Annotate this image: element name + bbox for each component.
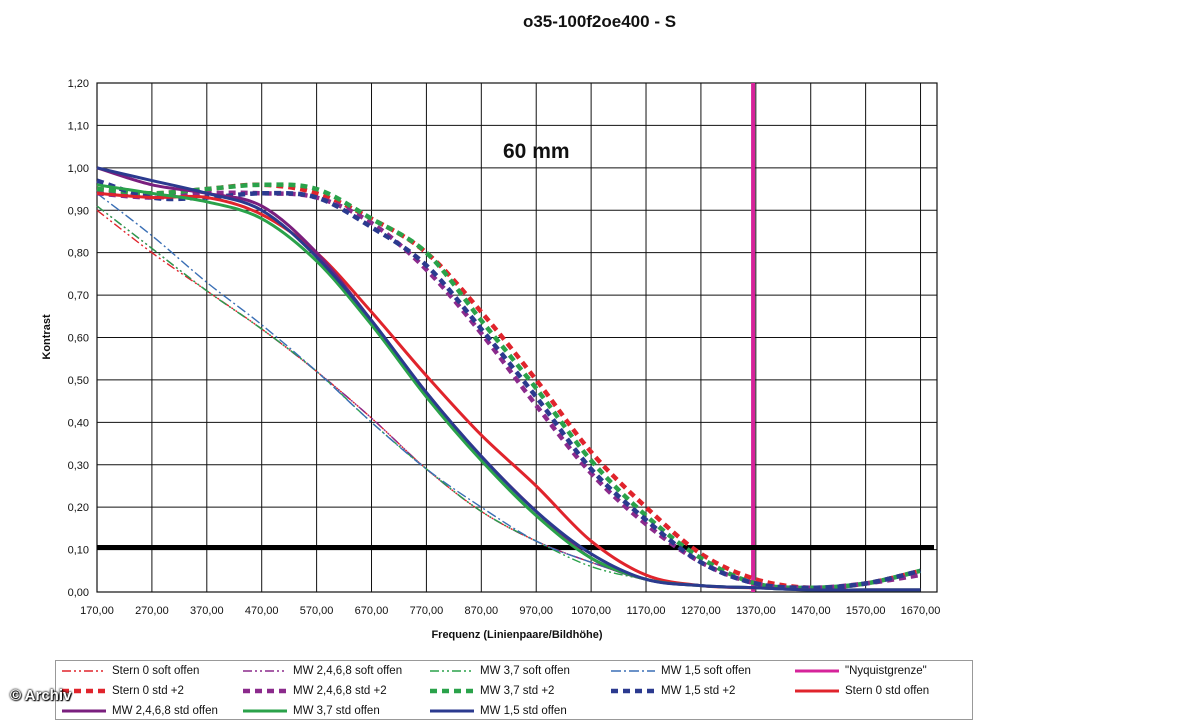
x-tick-label: 1070,00 (571, 605, 611, 617)
y-tick-label: 0,60 (68, 333, 89, 345)
x-tick-label: 470,00 (245, 605, 279, 617)
x-axis-label: Frequenz (Linienpaare/Bildhöhe) (431, 629, 602, 641)
copyright-watermark: © Archiv (10, 687, 72, 704)
x-tick-label: 570,00 (300, 605, 334, 617)
legend-swatch (243, 670, 287, 672)
x-tick-label: 1570,00 (846, 605, 886, 617)
y-tick-label: 0,00 (68, 587, 89, 599)
legend-item: MW 2,4,6,8 soft offen (241, 662, 402, 680)
legend-label: MW 3,7 std offen (293, 705, 380, 717)
legend-item: MW 3,7 soft offen (428, 662, 570, 680)
legend: Stern 0 soft offen MW 2,4,6,8 soft offen M… (55, 660, 973, 720)
legend-swatch (795, 689, 839, 693)
legend-item: Stern 0 std +2 (60, 682, 184, 700)
grid (96, 82, 938, 593)
y-tick-label: 0,90 (68, 205, 89, 217)
legend-swatch (243, 688, 287, 694)
y-tick-label: 0,50 (68, 375, 89, 387)
y-tick-label: 0,70 (68, 290, 89, 302)
legend-swatch (430, 670, 474, 672)
chart-title: o35-100f2oe400 - S (522, 12, 677, 31)
reference-lines (97, 83, 934, 592)
series-line-12 (96, 166, 921, 592)
x-tick-label: 270,00 (135, 605, 169, 617)
legend-label: Stern 0 std offen (845, 685, 930, 697)
legend-swatch (430, 688, 474, 694)
y-tick-label: 1,20 (68, 78, 89, 90)
y-tick-label: 0,10 (68, 545, 89, 557)
x-tick-label: 1670,00 (901, 605, 941, 617)
y-tick-label: 0,80 (68, 248, 89, 260)
legend-item: MW 3,7 std +2 (428, 682, 554, 700)
x-tick-label: 970,00 (519, 605, 553, 617)
legend-swatch (430, 709, 474, 713)
y-tick-label: 1,10 (68, 120, 89, 132)
y-axis-label: Kontrast (41, 314, 53, 360)
x-tick-label: 1470,00 (791, 605, 831, 617)
legend-item: "Nyquistgrenze" (793, 662, 927, 680)
x-tick-label: 1370,00 (736, 605, 776, 617)
series-lines (96, 166, 922, 592)
series-line-7 (96, 182, 922, 591)
legend-item: MW 1,5 soft offen (609, 662, 751, 680)
y-tick-label: 0,40 (68, 417, 89, 429)
legend-swatch (62, 670, 106, 672)
y-tick-label: 1,00 (68, 163, 89, 175)
legend-label: Stern 0 soft offen (112, 665, 200, 677)
legend-swatch (611, 688, 655, 694)
legend-label: MW 2,4,6,8 soft offen (293, 665, 403, 677)
series-line-2 (96, 205, 756, 589)
legend-label: "Nyquistgrenze" (845, 665, 927, 677)
x-tick-label: 670,00 (355, 605, 389, 617)
legend-item: MW 2,4,6,8 std +2 (241, 682, 387, 700)
legend-item: MW 2,4,6,8 std offen (60, 702, 218, 720)
x-tick-label: 1270,00 (681, 605, 721, 617)
focal-length-annotation: 60 mm (503, 140, 570, 163)
legend-item: Stern 0 std offen (793, 682, 929, 700)
legend-swatch (62, 688, 106, 694)
x-tick-label: 370,00 (190, 605, 224, 617)
legend-swatch (243, 709, 287, 713)
legend-swatch (611, 670, 655, 672)
series-line-9 (96, 191, 756, 590)
series-line-8 (96, 178, 922, 591)
legend-swatch (62, 709, 106, 713)
y-tick-label: 0,20 (68, 502, 89, 514)
legend-label: MW 2,4,6,8 std +2 (293, 685, 387, 697)
legend-label: MW 1,5 std +2 (661, 685, 736, 697)
x-tick-label: 170,00 (80, 605, 114, 617)
legend-label: Stern 0 std +2 (112, 685, 184, 697)
legend-label: MW 3,7 soft offen (480, 665, 570, 677)
legend-item: Stern 0 soft offen (60, 662, 199, 680)
x-tick-label: 870,00 (464, 605, 498, 617)
legend-item: MW 3,7 std offen (241, 702, 380, 720)
legend-swatch (795, 669, 839, 673)
x-tick-label: 770,00 (410, 605, 444, 617)
x-tick-label: 1170,00 (627, 605, 666, 617)
y-tick-label: 0,30 (68, 460, 89, 472)
legend-label: MW 2,4,6,8 std offen (112, 705, 218, 717)
legend-label: MW 3,7 std +2 (480, 685, 555, 697)
legend-label: MW 1,5 std offen (480, 705, 567, 717)
tick-labels: 0,00 0,10 0,20 0,30 0,40 0,50 0,60 0,70 0,80 0,90… (68, 78, 941, 617)
chart-plot: 0,00 0,10 0,20 0,30 0,40 0,50 0,60 0,70 0,80 0,90… (41, 78, 941, 641)
legend-item: MW 1,5 std +2 (609, 682, 735, 700)
legend-label: MW 1,5 soft offen (661, 665, 751, 677)
legend-item: MW 1,5 std offen (428, 702, 567, 720)
